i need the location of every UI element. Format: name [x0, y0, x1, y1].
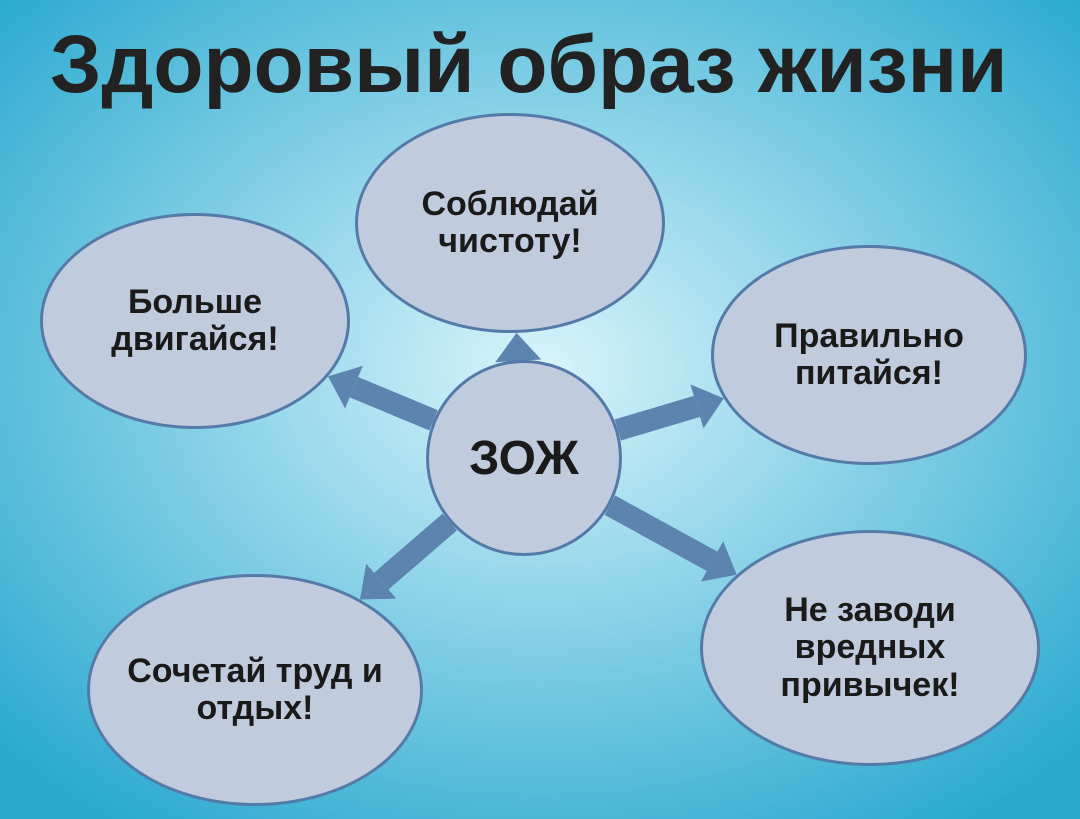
page-title-text: Здоровый образ жизни [50, 19, 1008, 110]
node-top-right: Правильно питайся! [711, 245, 1027, 465]
page-title: Здоровый образ жизни [50, 18, 1008, 112]
node-label-bottom-right: Не заводи вредных привычек! [703, 584, 1037, 712]
node-label-bottom-left: Сочетай труд и отдых! [90, 645, 420, 736]
node-label-top: Соблюдай чистоту! [358, 178, 662, 269]
node-label-top-right: Правильно питайся! [714, 310, 1024, 401]
node-label-top-left: Больше двигайся! [43, 276, 347, 367]
node-bottom-left: Сочетай труд и отдых! [87, 574, 423, 806]
node-top-left: Больше двигайся! [40, 213, 350, 429]
center-node: ЗОЖ [426, 360, 622, 556]
center-node-label: ЗОЖ [469, 431, 579, 486]
node-bottom-right: Не заводи вредных привычек! [700, 530, 1040, 766]
node-top: Соблюдай чистоту! [355, 113, 665, 333]
infographic-canvas: Здоровый образ жизни ЗОЖ Соблюдай чистот… [0, 0, 1080, 819]
